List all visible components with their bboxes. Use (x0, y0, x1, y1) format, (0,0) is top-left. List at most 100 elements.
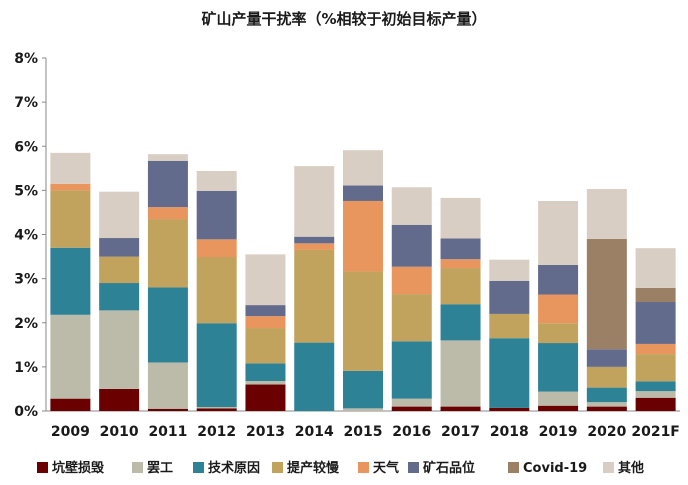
bar-segment (586, 406, 627, 411)
bar-segment (245, 363, 286, 381)
bar-segment (245, 254, 286, 306)
bar-segment (294, 249, 335, 343)
bar-segment (50, 247, 91, 315)
legend-label: 提产较慢 (287, 460, 340, 476)
bar-segment (391, 341, 432, 399)
x-tick-label: 2009 (51, 424, 90, 440)
bar-segment (245, 316, 286, 329)
bar-segment (147, 408, 188, 411)
bar-segment (440, 259, 481, 269)
bar-segment (147, 207, 188, 220)
chart-title: 矿山产量干扰率（%相较于初始目标产量） (201, 10, 486, 28)
legend-label: 罢工 (147, 461, 173, 476)
bar-segment (586, 189, 627, 239)
bar-segment (99, 256, 140, 284)
bar-segment (196, 408, 237, 411)
bar-segment (294, 243, 335, 250)
x-tick-label: 2014 (295, 424, 334, 440)
bar-segment (489, 407, 530, 411)
bar-segment (538, 264, 579, 295)
bar-segment (635, 381, 676, 392)
bar-segment (50, 398, 91, 411)
bar-segment (440, 304, 481, 341)
legend-swatch (37, 462, 48, 473)
bar-segment (294, 166, 335, 237)
bar-segment (440, 268, 481, 305)
legend-swatch (193, 462, 204, 473)
bar-segment (586, 402, 627, 407)
bar-segment (391, 224, 432, 267)
x-tick-label: 2016 (392, 424, 431, 440)
bar-segment (50, 190, 91, 248)
bar-segment (489, 280, 530, 314)
bar-segment (294, 342, 335, 411)
legend: 坑壁损毁 罢工 技术原因 提产较慢 天气 矿石品位 Covid-19 其他 (37, 460, 644, 476)
bar-segment (245, 380, 286, 385)
legend-swatch (132, 462, 143, 473)
bar-segment (586, 366, 627, 388)
bar-segment (343, 185, 383, 201)
bar-segment (440, 197, 481, 239)
bar-segment (147, 154, 188, 161)
bar-segment (99, 388, 140, 411)
bar-segment (489, 313, 530, 339)
bar-segment (99, 283, 140, 311)
bar-segment (538, 343, 579, 392)
bar-segment (586, 387, 627, 403)
bar-segment (635, 397, 676, 411)
bar-segment (391, 398, 432, 407)
bar-segment (343, 271, 383, 371)
bar-segment (489, 338, 530, 408)
bar-segment (147, 160, 188, 208)
bar-segment (196, 407, 237, 409)
bar-segment (391, 266, 432, 295)
bar-segment (343, 370, 383, 409)
bar-segment (245, 384, 286, 411)
legend-swatch (408, 462, 419, 473)
y-tick-label: 1% (14, 360, 38, 376)
x-tick-label: 2018 (490, 424, 529, 440)
bar-segment (635, 287, 676, 303)
legend-label: 坑壁损毁 (52, 460, 105, 476)
bar-segment (245, 328, 286, 364)
bar-segment (50, 314, 91, 399)
bar-segment (440, 340, 481, 407)
bar-segment (538, 323, 579, 344)
bar-segment (196, 257, 237, 324)
y-tick-label: 8% (14, 51, 38, 67)
bar-segment (440, 406, 481, 411)
bar-stacks (50, 150, 676, 411)
legend-swatch (603, 462, 614, 473)
y-axis-ticks: 0% 1% 2% 3% 4% 5% 6% 7% 8% (14, 51, 46, 420)
bar-segment (391, 187, 432, 225)
bar-segment (538, 405, 579, 411)
legend-label: 矿石品位 (423, 460, 475, 476)
bar-segment (538, 391, 579, 406)
x-tick-label: 2020 (587, 424, 626, 440)
y-tick-label: 4% (14, 228, 38, 244)
bar-segment (245, 305, 286, 317)
bar-segment (391, 294, 432, 342)
x-tick-label: 2012 (197, 424, 236, 440)
legend-swatch (272, 462, 283, 473)
bar-segment (99, 310, 140, 389)
x-tick-label: 2021F (631, 424, 680, 440)
bar-segment (538, 294, 579, 324)
bar-segment (440, 238, 481, 260)
bar-segment (489, 259, 530, 281)
bar-segment (635, 302, 676, 344)
legend-swatch (508, 462, 519, 473)
y-tick-label: 0% (14, 404, 38, 420)
legend-label: 其他 (618, 460, 644, 476)
bar-segment (196, 323, 237, 408)
bar-segment (586, 238, 627, 350)
bar-segment (196, 239, 237, 258)
bar-segment (391, 406, 432, 411)
bar-segment (635, 354, 676, 382)
x-tick-label: 2010 (100, 424, 139, 440)
bar-segment (294, 236, 335, 244)
bar-segment (50, 183, 91, 191)
bar-segment (343, 200, 383, 272)
y-tick-label: 7% (14, 95, 38, 111)
